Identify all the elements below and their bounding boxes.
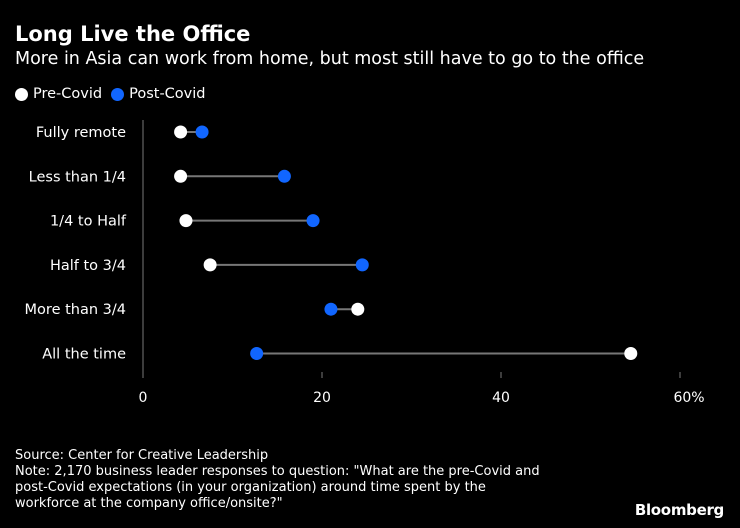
pre-covid-point — [624, 347, 638, 360]
x-tick-label: 0 — [139, 390, 148, 406]
source-text: Source: Center for Creative Leadership — [15, 448, 269, 463]
pre-covid-point — [174, 125, 188, 139]
x-tick-label: 20 — [313, 390, 331, 406]
pre-covid-point — [174, 169, 188, 183]
post-covid-point — [306, 214, 320, 228]
note-line-2: post-Covid expectations (in your organiz… — [15, 480, 486, 495]
legend: Pre-Covid Post-Covid — [15, 86, 215, 102]
pre-covid-point — [203, 258, 217, 272]
pre-covid-point — [351, 302, 365, 316]
x-tick-label: 60% — [673, 390, 704, 406]
post-covid-point — [277, 169, 291, 183]
bloomberg-logo: Bloomberg — [634, 501, 724, 519]
chart-subtitle: More in Asia can work from home, but mos… — [15, 49, 645, 69]
legend-dot-post-covid — [111, 87, 125, 101]
note-line-3: workforce at the company office/onsite?" — [15, 496, 283, 511]
category-label: All the time — [42, 347, 126, 363]
legend-label-pre-covid: Pre-Covid — [33, 86, 103, 102]
post-covid-point — [324, 302, 338, 316]
note-line-1: Note: 2,170 business leader responses to… — [15, 464, 540, 479]
legend-label-post-covid: Post-Covid — [129, 86, 206, 102]
category-label: 1/4 to Half — [50, 214, 127, 230]
post-covid-point — [195, 125, 209, 139]
pre-covid-point — [179, 214, 193, 228]
category-label: Fully remote — [36, 125, 126, 141]
legend-item-post-covid: Post-Covid — [111, 86, 206, 102]
footer: Source: Center for Creative Leadership N… — [15, 448, 540, 512]
chart-title: Long Live the Office — [15, 22, 251, 46]
post-covid-point — [250, 347, 264, 360]
x-tick-label: 40 — [492, 390, 510, 406]
legend-item-pre-covid: Pre-Covid — [15, 86, 102, 102]
post-covid-point — [355, 258, 369, 272]
category-label: Half to 3/4 — [50, 258, 126, 274]
category-label: More than 3/4 — [25, 302, 126, 318]
category-label: Less than 1/4 — [29, 169, 126, 185]
legend-dot-pre-covid — [15, 87, 28, 101]
